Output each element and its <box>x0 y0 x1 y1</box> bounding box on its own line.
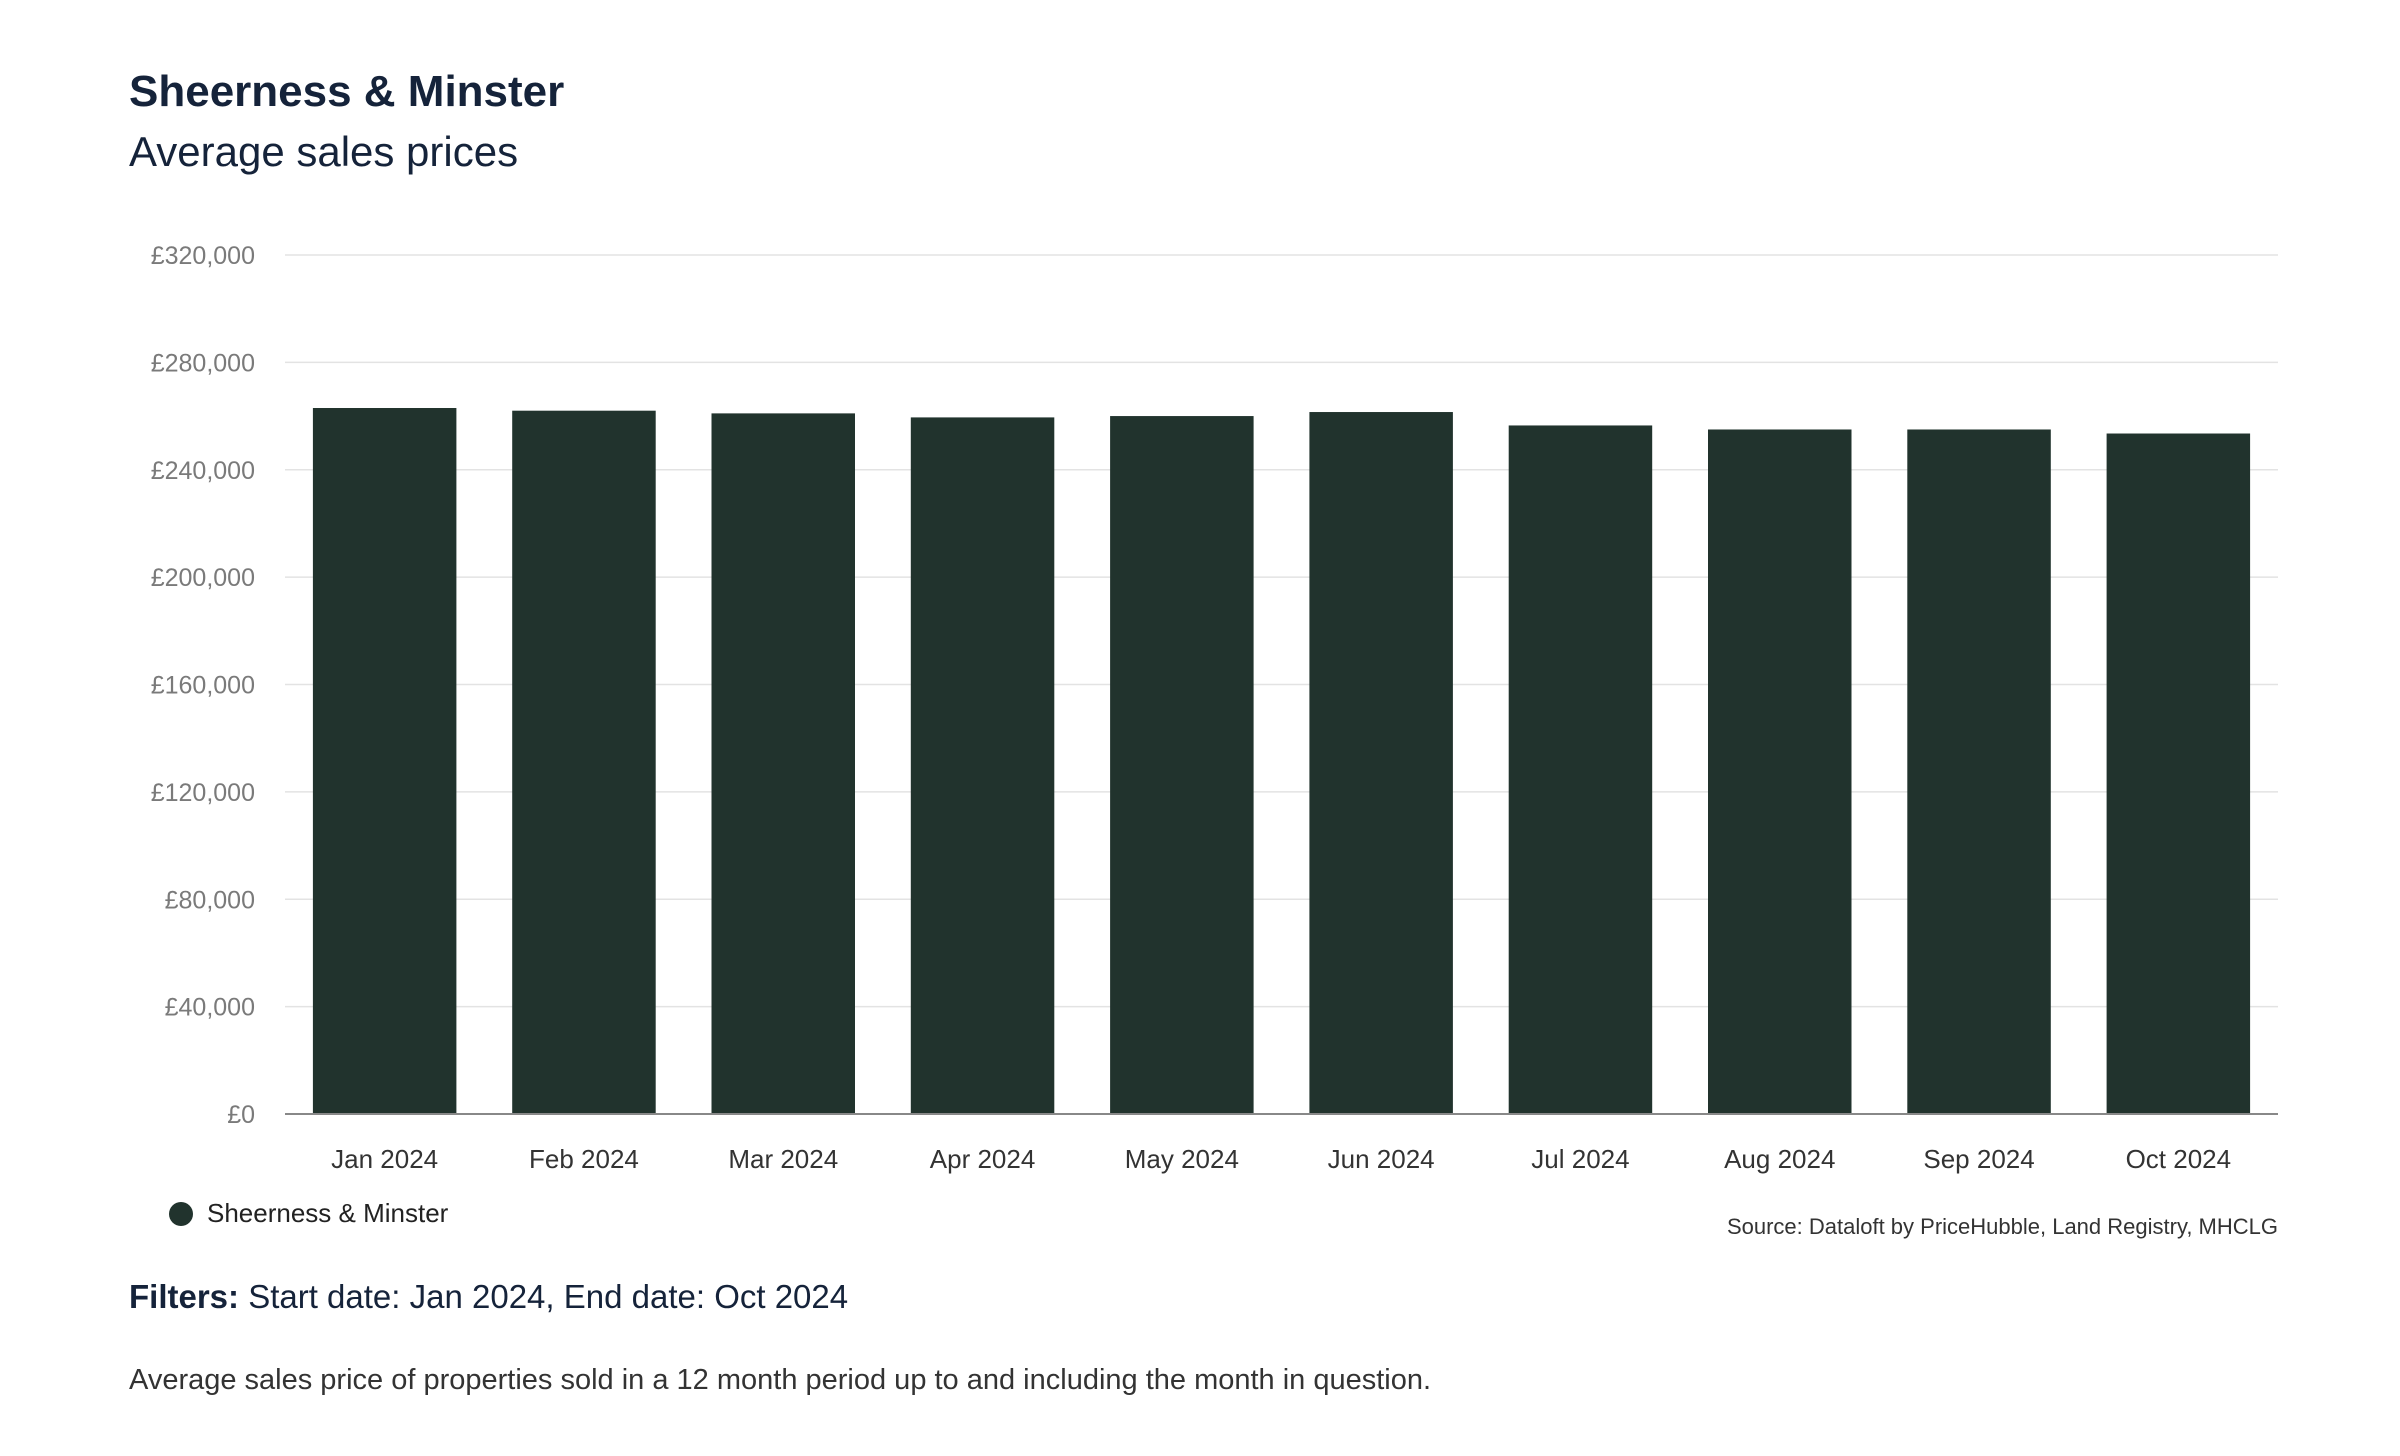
bar <box>312 408 457 1114</box>
x-axis-ticks: Jan 2024 Feb 2024 Mar 2024 Apr 2024 May 2024… <box>331 1144 2231 1174</box>
bar <box>1508 425 1653 1114</box>
bar <box>910 417 1055 1115</box>
bar <box>2106 433 2251 1114</box>
x-tick-label: Oct 2024 <box>2126 1144 2232 1174</box>
y-tick-label: £280,000 <box>151 349 255 377</box>
x-tick-label: Mar 2024 <box>728 1144 838 1174</box>
y-tick-label: £200,000 <box>151 564 255 592</box>
chart-subtitle: Average sales prices <box>129 128 519 175</box>
footnote: Average sales price of properties sold i… <box>129 1364 1432 1396</box>
filters-value: Start date: Jan 2024, End date: Oct 2024 <box>248 1278 849 1315</box>
y-tick-label: £240,000 <box>151 457 255 485</box>
x-tick-label: Feb 2024 <box>529 1144 639 1174</box>
x-tick-label: May 2024 <box>1125 1144 1239 1174</box>
bar <box>1708 429 1852 1114</box>
y-tick-label: £0 <box>227 1101 255 1129</box>
chart-title: Sheerness & Minster <box>129 67 565 116</box>
y-tick-label: £320,000 <box>151 242 255 270</box>
bar <box>711 413 855 1114</box>
bar <box>1907 429 2051 1114</box>
y-tick-label: £40,000 <box>165 994 255 1022</box>
legend: Sheerness & Minster <box>169 1198 448 1229</box>
filters-key: Filters: <box>129 1278 240 1315</box>
y-tick-label: £120,000 <box>151 779 255 807</box>
x-tick-label: Jul 2024 <box>1531 1144 1629 1174</box>
x-tick-label: Apr 2024 <box>930 1144 1036 1174</box>
legend-label: Sheerness & Minster <box>207 1198 449 1228</box>
bar <box>1309 412 1453 1114</box>
y-tick-label: £160,000 <box>151 672 255 700</box>
legend-swatch-icon <box>169 1201 193 1226</box>
y-tick-label: £80,000 <box>165 886 255 914</box>
bars <box>312 408 2251 1115</box>
filters-line: Filters: Start date: Jan 2024, End date:… <box>129 1278 848 1316</box>
x-tick-label: Jun 2024 <box>1328 1144 1435 1174</box>
x-tick-label: Aug 2024 <box>1724 1144 1835 1174</box>
bar <box>1110 416 1254 1114</box>
y-axis-ticks: £0 £40,000 £80,000 £120,000 £160,000 £200,000… <box>151 242 255 1129</box>
x-tick-label: Jan 2024 <box>331 1144 438 1174</box>
source-note: Source: Dataloft by PriceHubble, Land Re… <box>1726 1214 2278 1239</box>
x-tick-label: Sep 2024 <box>1923 1144 2034 1174</box>
bar <box>512 410 656 1115</box>
